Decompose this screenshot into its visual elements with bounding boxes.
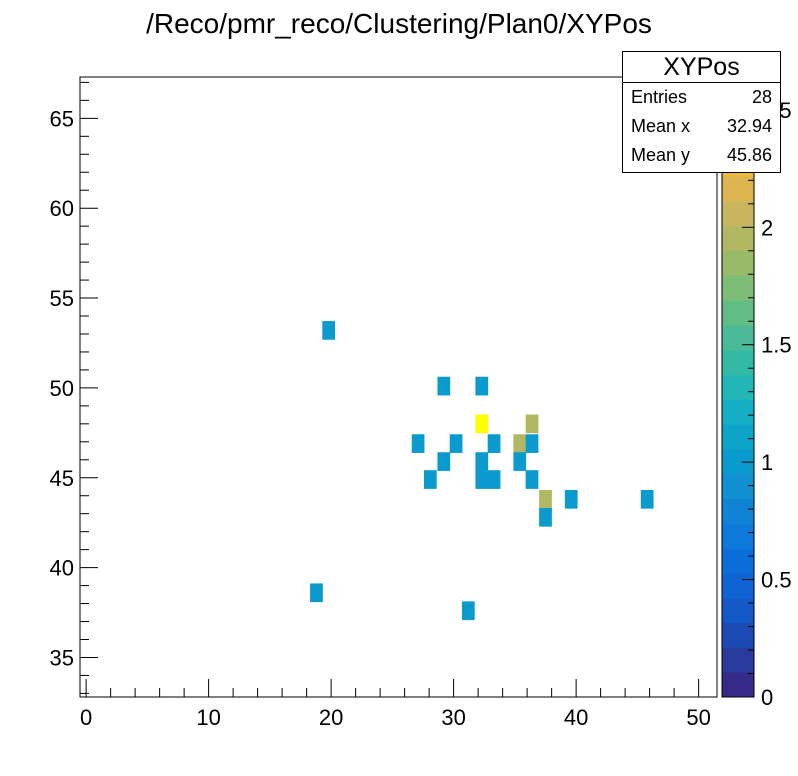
heatmap-cell-1: [437, 376, 451, 396]
stats-title: XYPos: [623, 52, 780, 83]
x-tick-label: 30: [441, 705, 465, 730]
stats-mean-x: Mean x 32.94: [623, 112, 780, 141]
palette-swatch: [722, 449, 754, 475]
palette-swatch: [722, 672, 754, 698]
y-tick-label: 40: [50, 556, 74, 581]
heatmap-cell-5: [411, 434, 425, 453]
x-tick-label: 0: [80, 705, 92, 730]
x-tick-label: 10: [196, 705, 220, 730]
stats-box: XYPos Entries 28 Mean x 32.94 Mean y 45.…: [622, 51, 781, 173]
palette-swatch: [722, 275, 754, 301]
heatmap-cell-7: [487, 434, 501, 453]
y-tick-label: 65: [50, 106, 74, 131]
mean-y-value: 45.86: [726, 145, 772, 165]
entries-label: Entries: [631, 87, 688, 107]
heatmap-cell-11: [475, 452, 489, 471]
mean-x-value: 32.94: [726, 116, 772, 136]
heatmap-cell-22: [461, 601, 475, 621]
heatmap-cell-14: [475, 470, 489, 489]
palette-swatch: [722, 424, 754, 450]
heatmap-cell-13: [423, 470, 437, 489]
y-tick-label: 50: [50, 376, 74, 401]
palette-swatch: [722, 597, 754, 624]
mean-y-label: Mean y: [631, 145, 691, 165]
mean-x-label: Mean x: [631, 116, 691, 136]
heatmap-cell-10: [437, 452, 451, 471]
heatmap-cell-20: [539, 507, 552, 527]
palette-swatch: [722, 523, 754, 549]
z-tick-label: 0: [761, 685, 773, 710]
x-tick-label: 40: [564, 705, 588, 730]
heatmap-cell-9: [525, 434, 539, 453]
heatmap-cell-8: [513, 434, 527, 453]
x-tick-label: 50: [686, 705, 710, 730]
palette-swatch: [722, 498, 754, 524]
stats-entries: Entries 28: [623, 83, 780, 112]
heatmap-cell-15: [487, 470, 501, 489]
heatmap-cell-19: [640, 489, 654, 509]
z-tick-label: 0.5: [761, 568, 792, 593]
stats-mean-y: Mean y 45.86: [623, 141, 780, 170]
y-tick-label: 45: [50, 466, 74, 491]
palette-swatch: [722, 225, 754, 252]
heatmap-cell-16: [525, 470, 539, 489]
heatmap-cell-2: [475, 376, 489, 396]
palette-swatch: [722, 201, 754, 227]
heatmap-cells: [310, 321, 654, 621]
palette-swatch: [722, 473, 754, 500]
y-tick-label: 35: [50, 645, 74, 670]
heatmap-cell-17: [539, 489, 552, 509]
palette-swatch: [722, 647, 754, 673]
z-tick-label: 1: [761, 450, 773, 475]
z-tick-label: 2: [761, 215, 773, 240]
heatmap-cell-4: [525, 414, 539, 434]
x-tick-label: 20: [319, 705, 343, 730]
x-axis: 0 10 20 30 40 50: [80, 679, 711, 730]
palette-swatch: [722, 349, 754, 376]
y-tick-label: 55: [50, 286, 74, 311]
palette-swatch: [722, 250, 754, 276]
entries-value: 28: [751, 87, 772, 107]
palette-swatch: [722, 374, 754, 400]
heatmap-cell-12: [513, 452, 527, 471]
palette-swatch: [722, 325, 754, 351]
plot-frame: [79, 76, 718, 698]
z-tick-label: 1.5: [761, 333, 792, 358]
y-axis: 35 40 45 50 55 60 65: [50, 81, 98, 694]
y-tick-label: 60: [50, 196, 74, 221]
palette-swatch: [722, 548, 754, 574]
palette-swatch: [722, 573, 754, 599]
palette-swatch: [722, 399, 754, 425]
heatmap-cell-18: [564, 489, 578, 509]
heatmap-cell-0: [322, 321, 336, 340]
heatmap-cell-3: [475, 414, 489, 434]
heatmap-cell-21: [310, 583, 323, 603]
heatmap-cell-6: [449, 434, 463, 453]
chart-title: /Reco/pmr_reco/Clustering/Plan0/XYPos: [146, 8, 652, 39]
